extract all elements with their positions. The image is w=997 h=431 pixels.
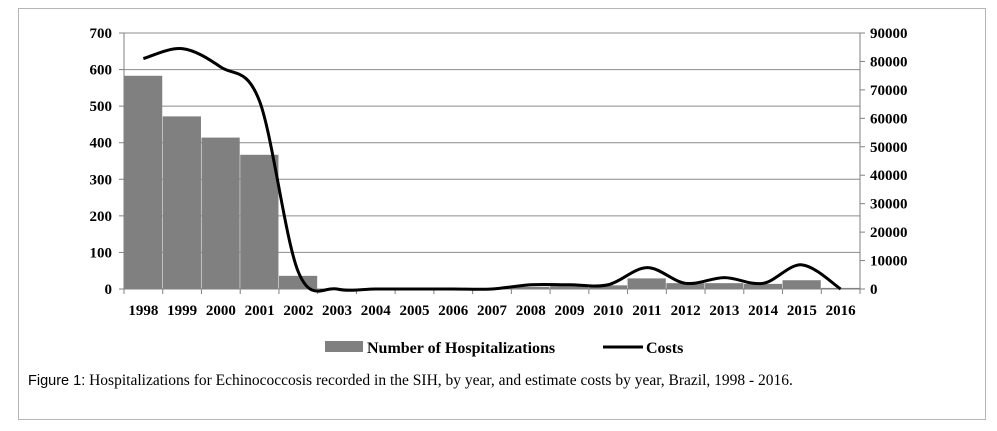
bar bbox=[550, 286, 589, 289]
x-tick-label: 1998 bbox=[128, 303, 158, 319]
bar bbox=[511, 286, 550, 289]
y-right-tick-label: 60000 bbox=[870, 111, 908, 127]
y-right-tick-label: 30000 bbox=[870, 197, 908, 213]
figure-caption: Figure 1: Hospitalizations for Echinococ… bbox=[28, 372, 793, 390]
x-tick-label: 2014 bbox=[748, 303, 779, 319]
bar bbox=[588, 285, 628, 289]
bar bbox=[240, 154, 279, 289]
x-tick-label: 2012 bbox=[671, 303, 701, 319]
x-tick-label: 2007 bbox=[477, 303, 508, 319]
y-left-tick-label: 700 bbox=[90, 26, 113, 42]
x-tick-label: 2008 bbox=[516, 303, 546, 319]
x-tick-label: 2009 bbox=[554, 303, 584, 319]
bar bbox=[705, 283, 744, 289]
caption-text: Hospitalizations for Echinococcosis reco… bbox=[89, 372, 793, 389]
y-right-tick-label: 50000 bbox=[870, 140, 908, 156]
x-tick-label: 2001 bbox=[245, 303, 275, 319]
y-left-tick-label: 300 bbox=[90, 172, 113, 188]
x-tick-label: 2002 bbox=[283, 303, 313, 319]
caption-label: Figure 1: bbox=[28, 373, 86, 389]
bar bbox=[627, 278, 666, 289]
y-left-tick-label: 0 bbox=[105, 282, 113, 298]
bar bbox=[201, 137, 240, 289]
figure-frame bbox=[18, 8, 986, 420]
y-right-tick-label: 90000 bbox=[870, 26, 908, 42]
y-right-tick-label: 10000 bbox=[870, 254, 908, 270]
x-tick-label: 2005 bbox=[400, 303, 430, 319]
y-right-tick-label: 20000 bbox=[870, 225, 908, 241]
bar bbox=[162, 116, 201, 289]
y-right-tick-label: 70000 bbox=[870, 83, 908, 99]
legend-label-hospitalizations: Number of Hospitalizations bbox=[367, 340, 555, 357]
costs-line bbox=[142, 47, 842, 293]
y-left-tick-label: 500 bbox=[90, 99, 113, 115]
x-tick-label: 2013 bbox=[709, 303, 739, 319]
y-left-tick-label: 400 bbox=[90, 136, 113, 152]
y-right-tick-label: 0 bbox=[870, 282, 878, 298]
x-tick-label: 2016 bbox=[826, 303, 857, 319]
y-right-tick-label: 80000 bbox=[870, 54, 908, 70]
legend-swatch-hospitalizations bbox=[325, 341, 363, 352]
x-tick-label: 2010 bbox=[593, 303, 623, 319]
legend-label-costs: Costs bbox=[646, 340, 683, 357]
bar bbox=[124, 75, 163, 289]
x-tick-label: 2015 bbox=[787, 303, 817, 319]
bar bbox=[743, 283, 783, 289]
bar bbox=[666, 283, 705, 289]
y-left-tick-label: 100 bbox=[90, 245, 113, 261]
y-left-tick-label: 600 bbox=[90, 63, 113, 79]
x-tick-label: 2006 bbox=[438, 303, 469, 319]
bar bbox=[278, 275, 318, 289]
x-tick-label: 2004 bbox=[361, 303, 392, 319]
y-left-tick-label: 200 bbox=[90, 209, 113, 225]
x-tick-label: 2000 bbox=[206, 303, 236, 319]
x-tick-label: 1999 bbox=[167, 303, 197, 319]
y-right-tick-label: 40000 bbox=[870, 168, 908, 184]
bar bbox=[782, 280, 821, 289]
x-tick-label: 2011 bbox=[632, 303, 661, 319]
x-tick-label: 2003 bbox=[322, 303, 352, 319]
